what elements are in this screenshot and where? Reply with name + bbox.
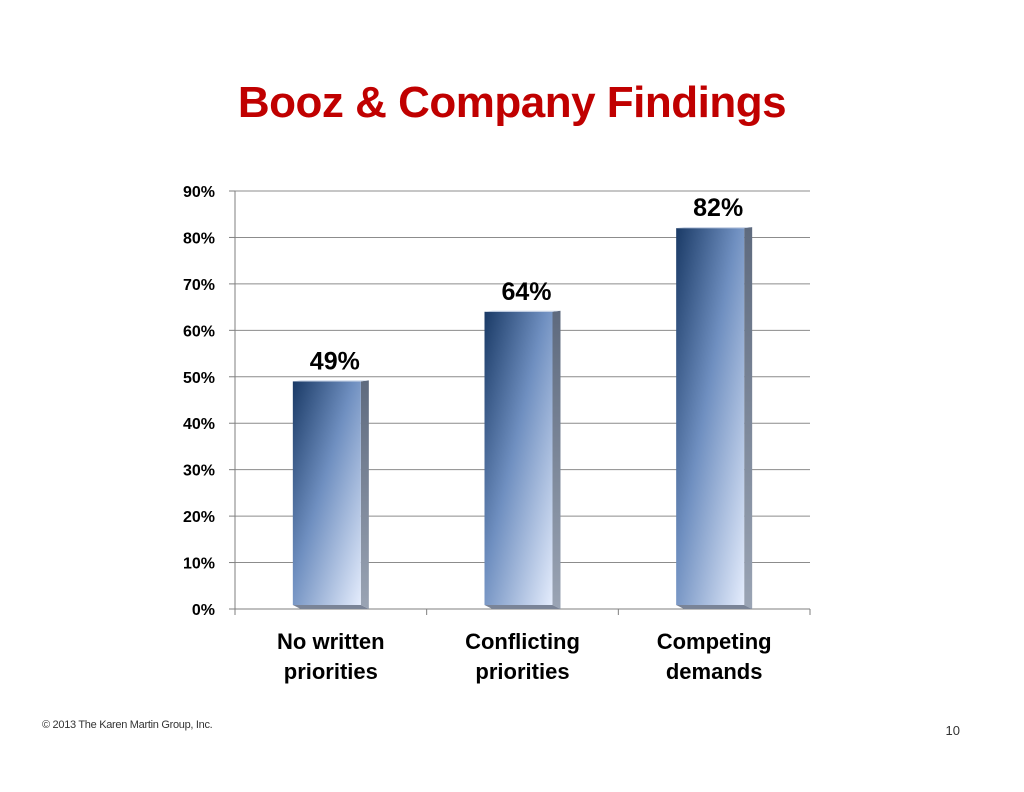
bar-top bbox=[292, 380, 369, 382]
category-label: Conflicting priorities bbox=[465, 629, 580, 684]
slide-title: Booz & Company Findings bbox=[237, 78, 787, 127]
bar-side bbox=[360, 380, 369, 609]
bar-side bbox=[744, 227, 753, 609]
bar-top bbox=[676, 227, 753, 229]
bars bbox=[292, 227, 753, 609]
y-tick-label: 30% bbox=[183, 463, 215, 480]
bar-base bbox=[676, 605, 753, 609]
y-tick-label: 90% bbox=[183, 184, 215, 201]
bar-front bbox=[676, 228, 745, 605]
copyright-notice: © 2013 The Karen Martin Group, Inc. bbox=[42, 719, 213, 731]
bar-side bbox=[552, 310, 561, 609]
bar-top bbox=[484, 310, 561, 312]
page-number: 10 bbox=[945, 723, 960, 738]
bar bbox=[292, 380, 369, 609]
data-label: 49% bbox=[310, 347, 360, 375]
data-label: 64% bbox=[501, 278, 551, 306]
data-label: 82% bbox=[693, 194, 743, 222]
y-tick-label: 50% bbox=[183, 370, 215, 387]
category-label: No written priorities bbox=[277, 629, 385, 684]
bar-base bbox=[292, 605, 369, 609]
y-tick-label: 80% bbox=[183, 230, 215, 247]
y-tick-label: 20% bbox=[183, 509, 215, 526]
bar bbox=[484, 310, 561, 609]
labels: 0% 10% 20% 30% 40% 50% 60% 70% 80% 90% 49% No writt… bbox=[183, 184, 772, 684]
bar bbox=[676, 227, 753, 609]
bar-front bbox=[292, 381, 361, 605]
bar-base bbox=[484, 605, 561, 609]
y-tick-label: 60% bbox=[183, 323, 215, 340]
y-tick-label: 10% bbox=[183, 556, 215, 573]
bar-front bbox=[484, 311, 553, 605]
y-tick-label: 40% bbox=[183, 416, 215, 433]
axes bbox=[229, 190, 811, 615]
category-label: Competing demands bbox=[657, 629, 772, 684]
y-tick-label: 70% bbox=[183, 277, 215, 294]
y-tick-label: 0% bbox=[192, 602, 215, 619]
